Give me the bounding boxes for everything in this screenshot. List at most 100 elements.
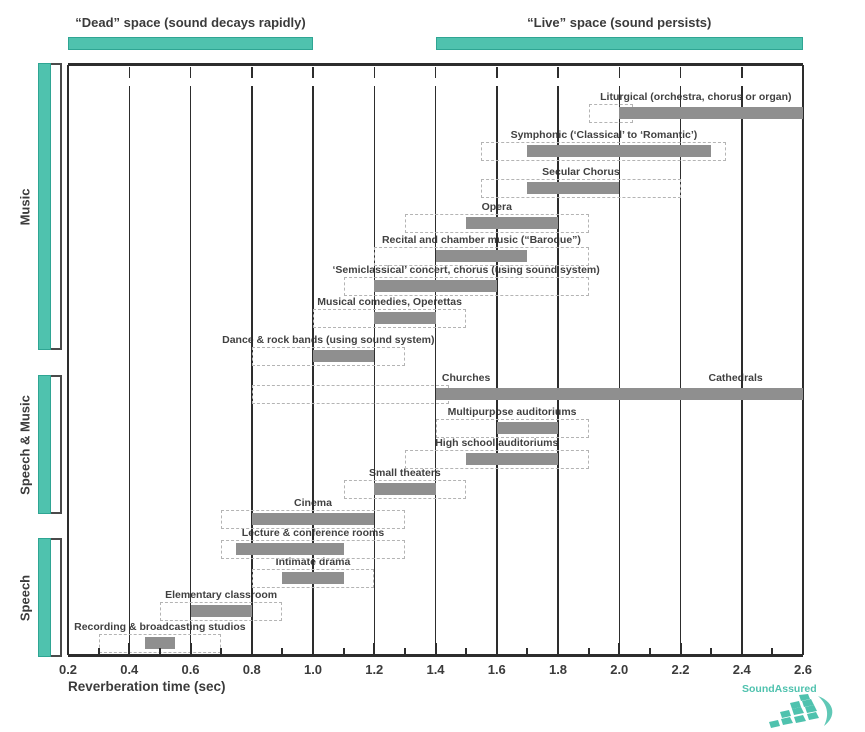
row-label: Recording & broadcasting studios xyxy=(74,621,246,633)
solid-bar xyxy=(496,422,558,434)
row-label: Elementary classroom xyxy=(165,589,278,601)
row-label: Symphonic (‘Classical’ to ‘Romantic’) xyxy=(510,129,698,141)
group-label: Speech & Music xyxy=(17,394,33,495)
bottom-major-tick xyxy=(250,643,253,655)
dashed-range-box xyxy=(343,276,589,296)
bottom-major-tick xyxy=(740,643,743,655)
gridline xyxy=(434,67,437,655)
solid-bar xyxy=(282,572,344,584)
solid-bar xyxy=(619,107,803,119)
soundassured-logo-icon xyxy=(769,694,833,728)
chart-border xyxy=(67,65,69,655)
solid-bar xyxy=(527,145,712,157)
gridline xyxy=(189,67,192,655)
x-tick-label: 2.6 xyxy=(793,662,813,677)
dashed-range-box xyxy=(221,509,405,529)
solid-bar xyxy=(527,182,620,194)
solid-bar xyxy=(251,513,375,525)
row-label: Dance & rock bands (using sound system) xyxy=(222,334,435,346)
solid-bar xyxy=(374,312,436,324)
live-space-bar xyxy=(435,37,803,50)
solid-bar xyxy=(190,605,252,617)
dead-space-bar xyxy=(68,37,313,50)
dashed-range-box xyxy=(343,479,467,499)
bottom-minor-tick xyxy=(648,648,651,655)
row-label-secondary: Cathedrals xyxy=(708,372,763,384)
dashed-range-box xyxy=(481,141,727,161)
bottom-minor-tick xyxy=(97,648,100,655)
bottom-major-tick xyxy=(128,643,131,655)
solid-bar xyxy=(374,280,497,292)
solid-bar xyxy=(466,453,558,465)
dashed-range-box xyxy=(159,601,283,621)
chart-border xyxy=(802,65,804,655)
dashed-range-box xyxy=(435,418,589,438)
bottom-minor-tick xyxy=(465,648,468,655)
bottom-major-tick xyxy=(495,643,498,655)
x-tick-label: 2.4 xyxy=(732,662,751,677)
x-tick-label: 2.0 xyxy=(610,662,629,677)
x-tick-label: 0.2 xyxy=(58,662,78,677)
dashed-range-box xyxy=(481,178,681,198)
bottom-major-tick xyxy=(312,643,314,655)
gridline xyxy=(557,67,559,655)
bottom-major-tick xyxy=(557,643,559,655)
row-label: Churches xyxy=(441,372,491,384)
row-label: Recital and chamber music (“Baroque”) xyxy=(381,234,581,246)
bottom-minor-tick xyxy=(281,648,284,655)
bottom-minor-tick xyxy=(342,648,345,655)
bottom-minor-tick xyxy=(771,648,774,655)
gridline xyxy=(128,67,130,655)
solid-bar xyxy=(466,217,558,229)
dashed-range-box xyxy=(251,568,375,588)
brand-name: SoundAssured xyxy=(742,683,817,695)
solid-bar xyxy=(435,388,803,400)
group-teal-bar xyxy=(38,375,51,514)
x-tick-label: 1.8 xyxy=(548,662,568,677)
dead-space-label: “Dead” space (sound decays rapidly) xyxy=(75,15,306,30)
row-label: Multipurpose auditoriums xyxy=(447,406,577,418)
dashed-range-box xyxy=(251,346,405,366)
row-label: Musical comedies, Operettas xyxy=(317,296,462,308)
solid-bar xyxy=(313,350,375,362)
x-tick-label: 1.2 xyxy=(365,662,384,677)
solid-bar xyxy=(236,543,344,555)
bottom-minor-tick xyxy=(710,648,713,655)
gridline xyxy=(496,67,498,655)
row-label: Liturgical (orchestra, chorus or organ) xyxy=(600,91,792,103)
dashed-range-box xyxy=(404,449,589,469)
x-tick-label: 1.0 xyxy=(303,662,323,677)
dashed-range-box xyxy=(221,539,405,559)
bottom-axis-line xyxy=(68,654,803,657)
group-teal-bar xyxy=(38,63,51,350)
live-space-label: “Live” space (sound persists) xyxy=(527,15,712,30)
bottom-minor-tick xyxy=(220,648,223,655)
x-tick-label: 0.4 xyxy=(120,662,139,677)
top-axis-line xyxy=(68,63,803,66)
x-tick-label: 2.2 xyxy=(671,662,690,677)
group-teal-bar xyxy=(38,538,51,657)
solid-bar xyxy=(435,250,528,262)
bottom-minor-tick xyxy=(158,648,161,655)
row-label: Secular Chorus xyxy=(542,166,620,178)
dashed-range-box xyxy=(404,213,589,233)
x-tick-label: 0.8 xyxy=(242,662,261,677)
bottom-major-tick xyxy=(189,643,192,655)
x-tick-label: 0.6 xyxy=(181,662,200,677)
solid-bar xyxy=(144,637,176,649)
bottom-minor-tick xyxy=(587,648,590,655)
gridline xyxy=(679,67,682,655)
x-tick-label: 1.6 xyxy=(487,662,506,677)
bottom-major-tick xyxy=(802,643,804,655)
row-label: ‘Semiclassical’ concert, chorus (using s… xyxy=(332,264,600,276)
bottom-major-tick xyxy=(67,643,69,655)
bottom-major-tick xyxy=(618,643,621,655)
x-tick-label: 1.4 xyxy=(426,662,445,677)
gridline xyxy=(373,67,375,655)
bottom-minor-tick xyxy=(403,648,406,655)
group-label: Music xyxy=(17,188,33,225)
group-label: Speech xyxy=(17,574,33,621)
x-axis-title: Reverberation time (sec) xyxy=(68,679,226,694)
bottom-major-tick xyxy=(679,643,682,655)
